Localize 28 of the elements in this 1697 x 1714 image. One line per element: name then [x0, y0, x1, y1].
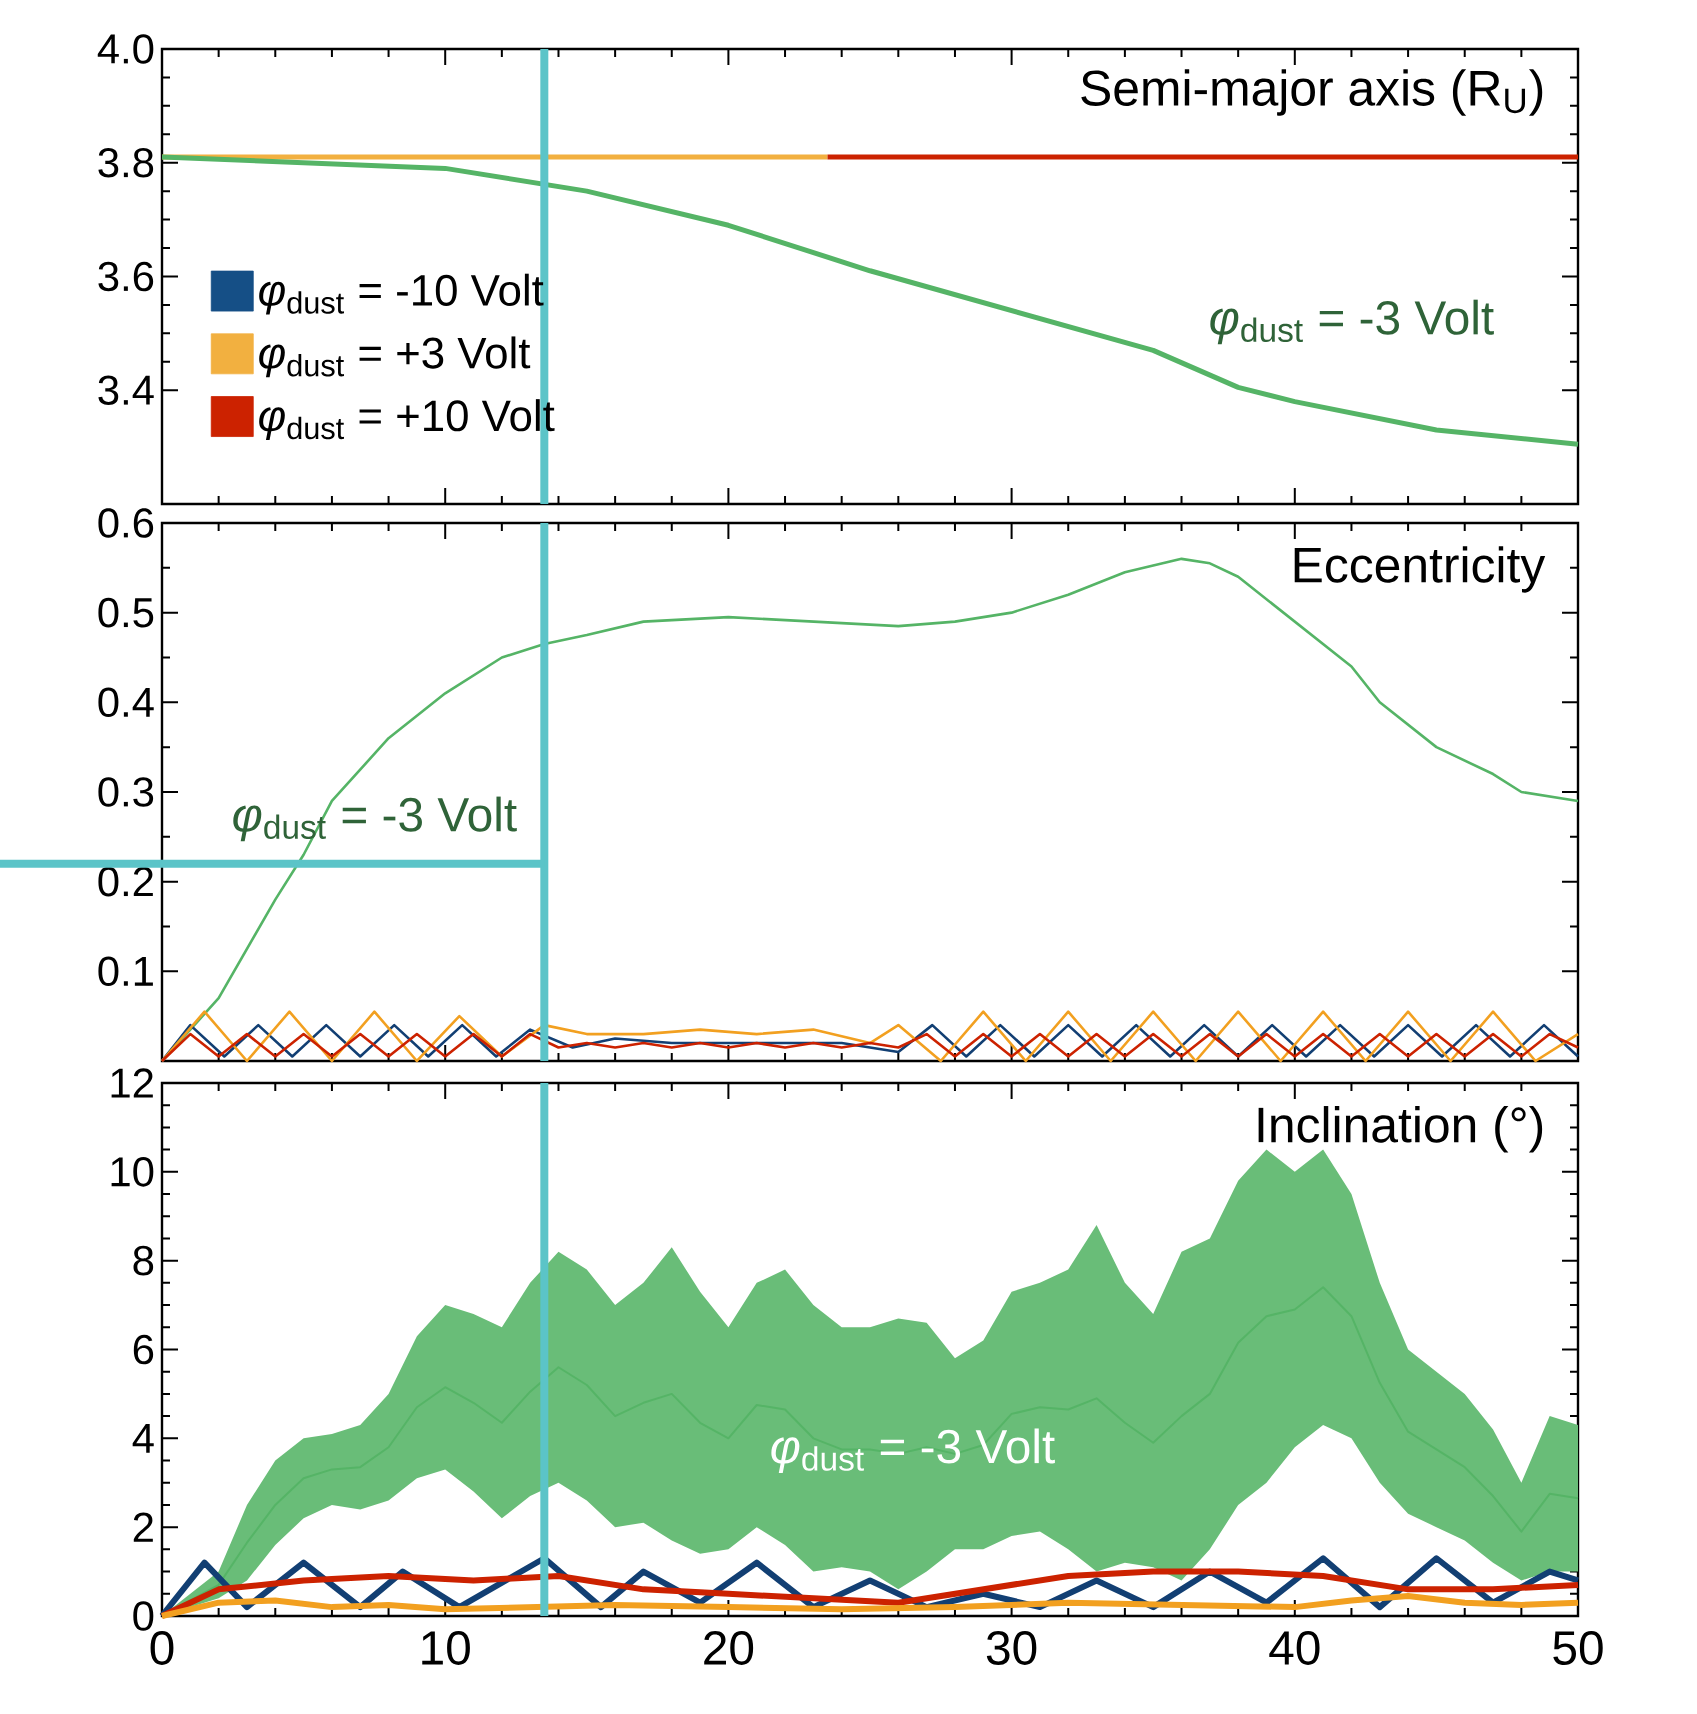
y-tick-label: 8: [133, 1245, 154, 1276]
y-tick-label: 4.0: [97, 34, 154, 64]
y-tick-label: 2: [133, 1512, 153, 1542]
chart-title: Semi-major axis (R$_{U}$): [1081, 69, 1543, 116]
x-tick-label: 50: [1553, 1631, 1603, 1665]
y-tick-label: 0.2: [98, 866, 153, 897]
y-tick-label: 0.1: [98, 956, 153, 987]
x-tick-label: 30: [986, 1631, 1037, 1665]
y-tick-label: 0.5: [98, 597, 154, 628]
y-tick-label: 0.3: [98, 777, 154, 807]
annotation: φ$_{dust}$ = -3 Volt: [1210, 299, 1494, 345]
x-tick-label: 10: [422, 1631, 470, 1665]
y-tick-label: 0.6: [98, 508, 154, 538]
chart-title: Eccentricity: [1294, 546, 1546, 593]
y-tick-label: 4: [132, 1423, 154, 1453]
y-tick-label: 10: [111, 1157, 154, 1187]
x-tick-label: 20: [704, 1631, 754, 1665]
legend-label: φ$_{dust}$ = +3 Volt: [259, 336, 531, 378]
y-tick-label: 3.4: [98, 375, 154, 406]
y-tick-label: 6: [133, 1334, 154, 1365]
y-tick-label: 3.8: [98, 147, 154, 178]
x-tick-label: 40: [1269, 1631, 1320, 1665]
y-tick-label: 0.4: [98, 687, 154, 718]
y-tick-label: 12: [111, 1068, 153, 1098]
chart-title: Inclination (°): [1258, 1106, 1543, 1153]
y-tick-label: 0: [133, 1601, 154, 1631]
y-tick-label: 3.6: [98, 261, 154, 292]
annotation: φ$_{dust}$ = -3 Volt: [771, 1428, 1055, 1474]
